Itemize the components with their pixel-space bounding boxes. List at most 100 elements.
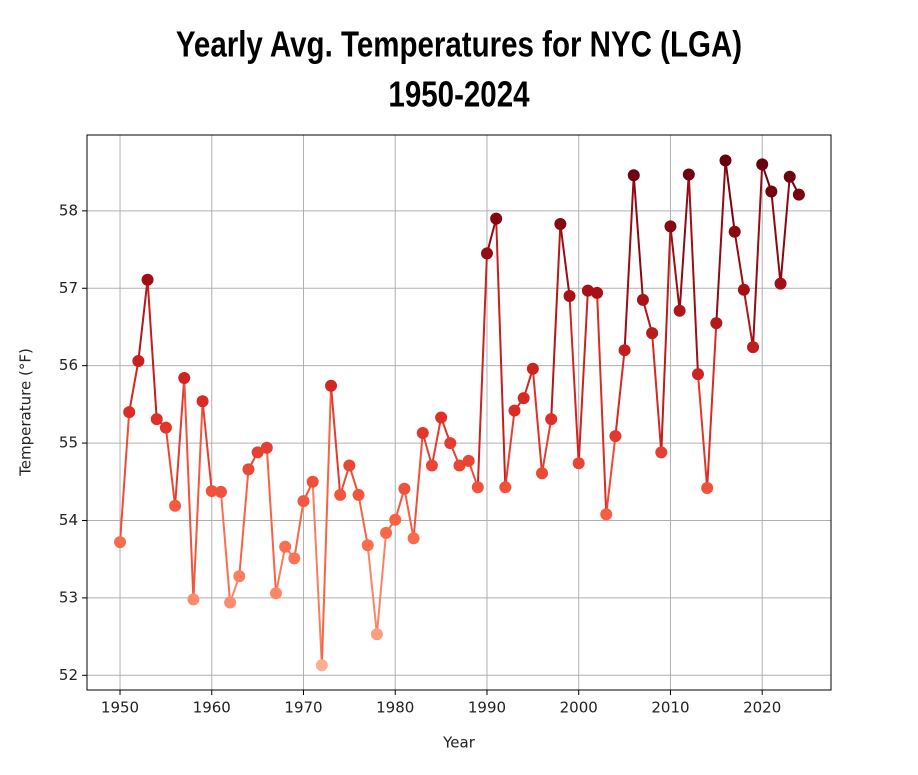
line-segment: [137, 279, 149, 362]
data-point: [453, 459, 466, 472]
line-segment: [733, 231, 745, 290]
data-point: [480, 247, 493, 260]
line-segment: [183, 378, 195, 600]
data-point: [297, 495, 310, 508]
data-point: [435, 411, 448, 424]
line-segment: [706, 323, 718, 489]
line-segment: [742, 289, 755, 348]
line-segment: [219, 491, 232, 603]
data-point: [581, 284, 594, 297]
line-segment: [201, 401, 213, 492]
data-point: [260, 441, 273, 454]
x-tick-label: 1980: [376, 699, 414, 717]
data-point: [389, 513, 402, 526]
data-point: [444, 437, 457, 450]
line-segment: [541, 418, 553, 474]
plot-frame: [86, 134, 832, 691]
data-point: [499, 481, 512, 494]
line-segment: [164, 427, 177, 506]
data-point: [591, 286, 604, 299]
data-point: [783, 170, 796, 183]
data-point: [398, 482, 411, 495]
data-point: [756, 158, 769, 171]
line-segment: [577, 290, 589, 464]
data-point: [279, 540, 292, 553]
data-point: [315, 659, 328, 672]
line-segment: [128, 360, 140, 413]
data-point: [141, 273, 154, 286]
line-segment: [330, 385, 342, 496]
line-segment: [623, 175, 635, 351]
line-segment: [715, 160, 727, 324]
data-point: [710, 317, 723, 330]
data-point: [306, 475, 319, 488]
y-tick-label: 55: [59, 434, 78, 452]
data-point: [416, 427, 429, 440]
data-point: [462, 454, 475, 467]
x-tick-label: 1960: [193, 699, 231, 717]
line-segment: [770, 191, 782, 284]
x-tick-label: 2020: [743, 699, 781, 717]
data-point: [159, 421, 172, 434]
line-segment: [476, 253, 488, 488]
data-point: [536, 467, 549, 480]
y-tick-label: 57: [59, 279, 78, 297]
data-point: [352, 488, 365, 501]
y-tick-label: 52: [59, 666, 78, 684]
data-point: [233, 570, 246, 583]
x-tick-label: 1990: [468, 699, 506, 717]
data-point: [563, 290, 576, 303]
line-segment: [486, 218, 498, 254]
data-point: [370, 628, 383, 641]
y-tick-label: 54: [59, 511, 78, 529]
data-point: [655, 446, 668, 459]
data-point: [609, 430, 622, 443]
line-segment: [614, 350, 626, 437]
line-segment: [687, 174, 699, 375]
data-point: [251, 446, 264, 459]
y-tick-label: 56: [59, 356, 78, 374]
chart-title: Yearly Avg. Temperatures for NYC (LGA): [176, 24, 742, 64]
line-segment: [265, 447, 277, 594]
data-point: [673, 304, 686, 317]
line-segment: [293, 500, 305, 559]
line-segment: [192, 401, 204, 600]
data-point: [343, 459, 356, 472]
y-axis-label: Temperature (°F): [17, 348, 35, 477]
data-point: [187, 593, 200, 606]
data-point: [517, 392, 530, 405]
line-segment: [559, 223, 571, 297]
data-point: [646, 327, 659, 340]
data-point: [526, 362, 539, 375]
chart-subtitle: 1950-2024: [388, 74, 530, 114]
line-segment: [550, 223, 562, 420]
data-point: [196, 395, 209, 408]
data-point: [636, 293, 649, 306]
data-point: [682, 168, 695, 181]
data-point: [554, 218, 567, 231]
data-point: [774, 277, 787, 290]
line-segment: [357, 494, 369, 546]
data-point: [242, 463, 255, 476]
line-segment: [504, 410, 516, 488]
x-tick-label: 2010: [651, 699, 689, 717]
data-point: [288, 552, 301, 565]
line-segment: [669, 226, 681, 311]
data-point: [691, 368, 704, 381]
line-segment: [779, 176, 791, 284]
x-axis-label: Year: [442, 734, 476, 752]
data-point: [572, 457, 585, 470]
data-point: [765, 185, 778, 198]
line-segment: [119, 412, 131, 543]
x-tick-label: 1970: [284, 699, 322, 717]
data-point: [169, 499, 182, 512]
line-segment: [275, 546, 287, 594]
line-segment: [660, 226, 672, 453]
data-point: [334, 488, 347, 501]
data-point: [600, 508, 613, 521]
line-segment: [174, 377, 186, 506]
line-segment: [375, 532, 388, 635]
y-tick-label: 58: [59, 201, 78, 219]
line-segment: [430, 417, 443, 466]
data-point: [178, 372, 191, 385]
